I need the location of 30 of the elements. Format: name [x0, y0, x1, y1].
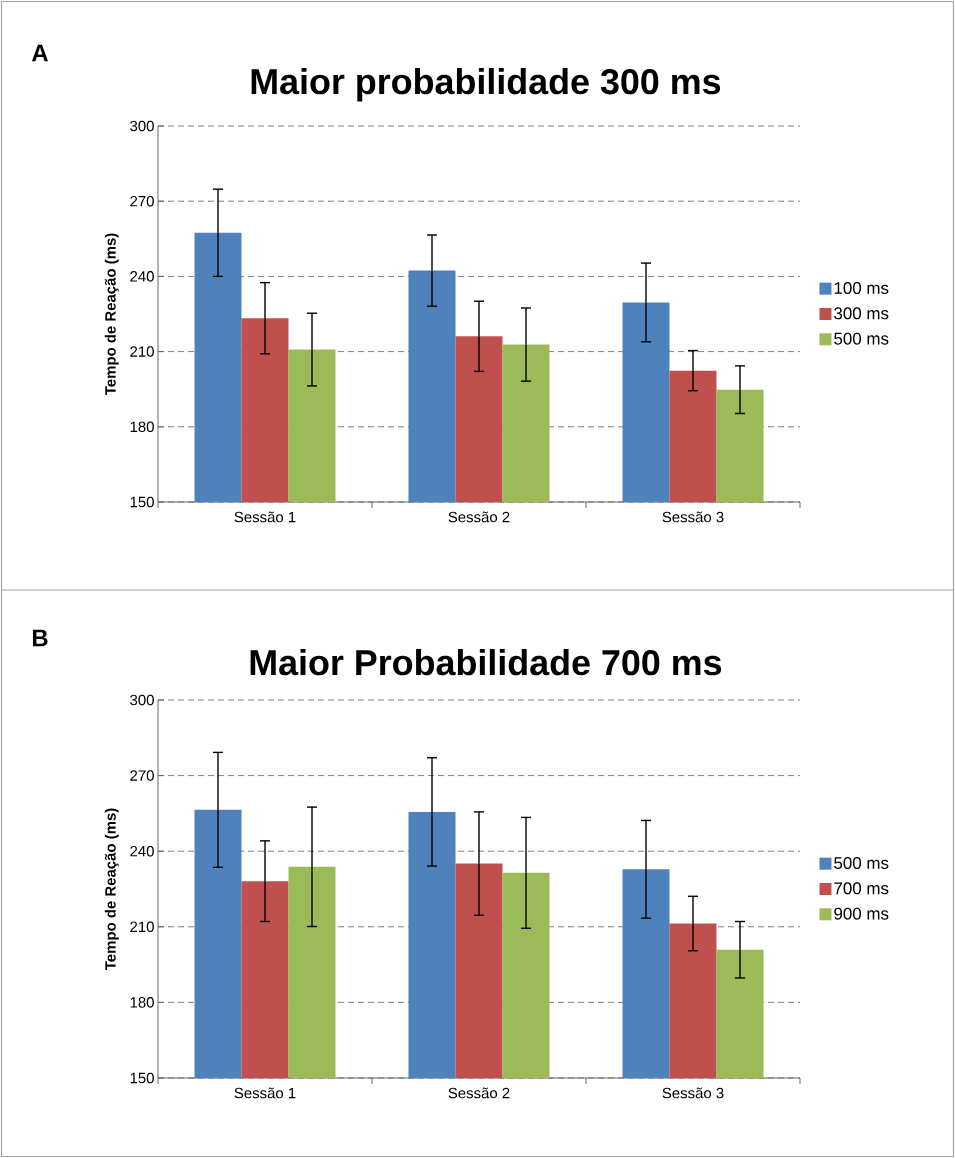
y-tick-label: 240 [130, 271, 154, 282]
legend-label: 300 ms [834, 307, 889, 320]
text: A [31, 44, 49, 62]
x-tick-label: Sessão 3 [662, 511, 724, 523]
text: B [32, 629, 48, 647]
x-tick-label: Sessão 3 [662, 1087, 724, 1099]
y-tick-label: 270 [130, 195, 154, 207]
y-tick-label: 300 [130, 694, 154, 706]
legend-label: 700 ms [834, 882, 889, 895]
y-axis-title: Tempo de Reação (ms) [104, 808, 119, 971]
x-tick-label: Sessão 2 [448, 1087, 510, 1099]
x-tick-label: Sessão 1 [234, 1087, 296, 1099]
legend-label: 900 ms [834, 907, 889, 920]
y-axis-title: Tempo de Reação (ms) [104, 233, 119, 396]
y-tick-label: 150 [130, 496, 154, 508]
y-tick-label: 150 [130, 1072, 154, 1084]
legend-label: 500 ms [834, 857, 889, 870]
y-tick-label: 240 [130, 845, 154, 857]
legend-label: 500 ms [834, 332, 889, 345]
y-tick-label: 210 [130, 346, 154, 357]
chart-title: Maior Probabilidade 700 ms [250, 649, 722, 676]
y-tick-label: 210 [130, 921, 154, 933]
y-tick-label: 180 [130, 997, 154, 1008]
x-tick-label: Sessão 1 [234, 511, 296, 523]
legend-label: 100 ms [834, 282, 889, 295]
y-tick-label: 270 [130, 770, 154, 781]
chart-title: Maior probabilidade 300 ms [251, 68, 721, 102]
x-tick-label: Sessão 2 [448, 511, 510, 523]
y-tick-label: 300 [130, 120, 154, 132]
y-tick-label: 180 [130, 421, 154, 433]
